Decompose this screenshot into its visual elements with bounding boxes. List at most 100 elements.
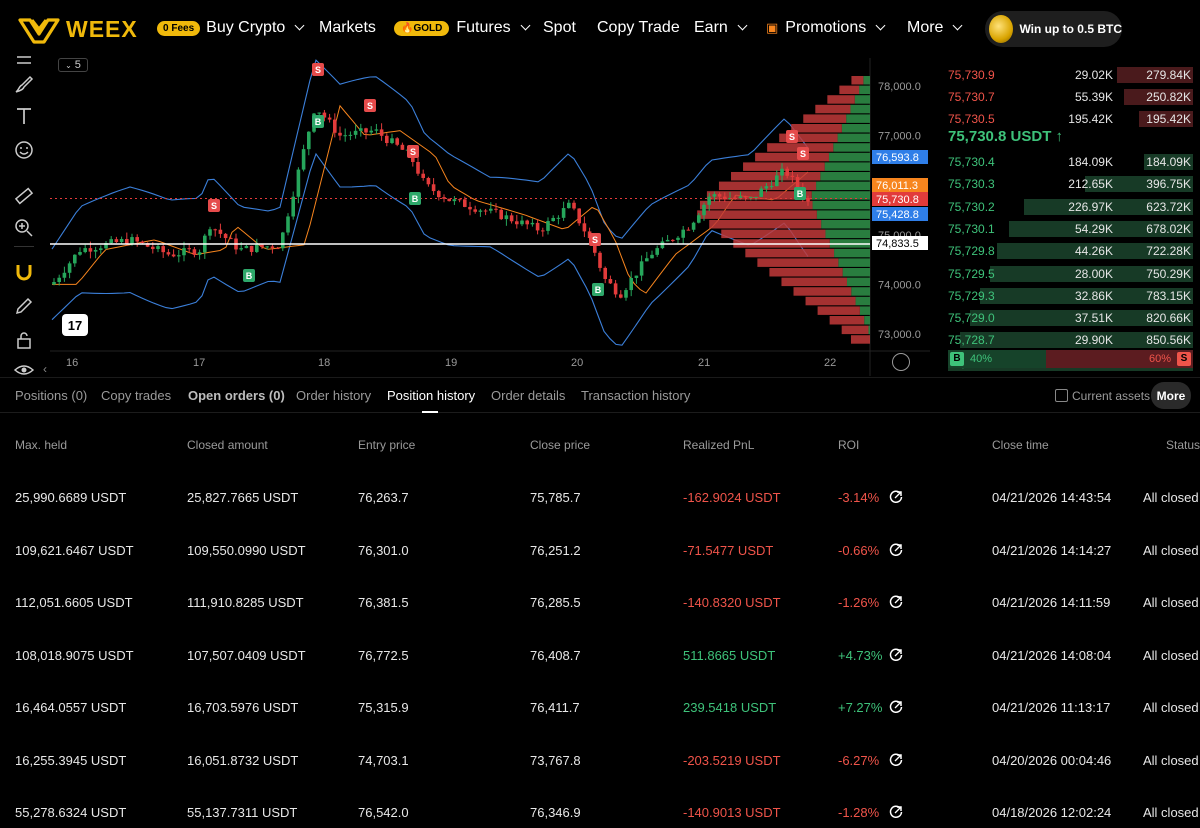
volume-profile-bar-buy [837, 133, 870, 143]
nav-futures[interactable]: 🔥GOLD Futures [394, 19, 531, 37]
chevron-down-icon: ⌄ [65, 60, 72, 70]
interval-selector[interactable]: ⌄ 5 [58, 58, 88, 72]
bid-row[interactable]: 75,729.0 37.51K 820.66K [948, 309, 1193, 327]
bid-row[interactable]: 75,729.8 44.26K 722.28K [948, 242, 1193, 260]
weex-logo[interactable]: WEEX [18, 14, 138, 44]
tab-open-orders[interactable]: Open orders (0) [188, 388, 285, 403]
candle-body [135, 237, 139, 242]
cell-roi: -3.14% [838, 490, 880, 505]
ask-depth-bar [1117, 67, 1193, 83]
price-axis-label: 74,000.0 [878, 279, 921, 291]
current-assets-checkbox[interactable] [1055, 389, 1068, 402]
candle-body [764, 186, 769, 189]
zero-fees-badge: 0 Fees [157, 20, 201, 36]
volume-profile-bar-buy [854, 95, 870, 104]
candle-body [114, 239, 119, 243]
buy-ratio-bar [948, 350, 1046, 368]
share-icon[interactable] [889, 700, 903, 714]
sell-marker [208, 199, 220, 212]
candle-body [541, 230, 545, 232]
weex-logo-icon [18, 18, 60, 44]
cell-closed-amount: 111,910.8285 USDT [187, 595, 304, 610]
text-tool-icon[interactable] [12, 104, 36, 128]
candle-body [208, 229, 212, 236]
nav-earn[interactable]: Earn [694, 19, 748, 37]
volume-profile-bar-buy [864, 316, 870, 325]
lock-icon[interactable] [12, 328, 36, 352]
tab-transaction-history[interactable]: Transaction history [581, 388, 691, 403]
share-icon[interactable] [889, 805, 903, 819]
share-icon[interactable] [889, 595, 903, 609]
candle-body [239, 248, 243, 250]
ask-row[interactable]: 75,730.7 55.39K 250.82K [948, 88, 1193, 106]
cell-pnl: -140.9013 USDT [683, 805, 781, 820]
candle-body [795, 176, 800, 189]
candle-body [99, 248, 103, 250]
tradingview-logo[interactable]: 17 [62, 314, 88, 336]
share-icon[interactable] [889, 490, 903, 504]
tab-order-details[interactable]: Order details [491, 388, 566, 403]
nav-markets-label: Markets [319, 19, 376, 36]
candle-body [182, 248, 186, 256]
nav-more[interactable]: More [907, 19, 963, 37]
more-button[interactable]: More [1151, 382, 1191, 409]
candle-body [161, 246, 165, 253]
share-icon[interactable] [889, 648, 903, 662]
share-icon[interactable] [889, 753, 903, 767]
col-closed-amount: Closed amount [187, 438, 268, 452]
candle-body [156, 246, 160, 250]
brand-name: WEEX [66, 15, 138, 42]
candle-body [52, 282, 56, 285]
magnet-icon[interactable] [12, 260, 36, 284]
price-chart[interactable]: 78,000.077,000.076,000.075,000.074,000.0… [50, 58, 930, 376]
volume-profile-bar-sell [699, 200, 813, 210]
date-axis-label: 21 [698, 357, 710, 369]
nav-promotions[interactable]: ▣ Promotions [766, 19, 886, 37]
nav-spot[interactable]: Spot [543, 19, 576, 37]
tab-order-history[interactable]: Order history [296, 388, 372, 403]
bid-depth-bar [989, 265, 1193, 282]
ruler-tool-icon[interactable] [12, 184, 36, 208]
emoji-tool-icon[interactable] [12, 138, 36, 162]
tab-position-history[interactable]: Position history [387, 388, 476, 403]
collapse-toolbar-icon[interactable]: ‹ [43, 362, 47, 376]
candle-body [260, 244, 264, 248]
price-tag [872, 150, 928, 164]
ask-row[interactable]: 75,730.9 29.02K 279.84K [948, 66, 1193, 84]
nav-copy-trade[interactable]: Copy Trade [597, 19, 680, 37]
volume-profile-bar-sell [721, 229, 826, 239]
volume-profile-bar-buy [821, 220, 870, 229]
bid-row[interactable]: 75,729.5 28.00K 750.29K [948, 265, 1193, 283]
candle-body [395, 138, 399, 145]
volume-profile-bar-buy [846, 114, 870, 123]
pencil-lock-icon[interactable] [12, 294, 36, 318]
share-icon[interactable] [889, 543, 903, 557]
promo-button[interactable]: Win up to 0.5 BTC [985, 11, 1122, 47]
nav-buy-crypto[interactable]: 0 Fees Buy Crypto [157, 19, 305, 37]
bid-row[interactable]: 75,730.1 54.29K 678.02K [948, 220, 1193, 238]
candle-body [281, 232, 285, 249]
volume-profile-bar-sell [805, 296, 856, 306]
bid-row[interactable]: 75,730.2 226.97K 623.72K [948, 198, 1193, 216]
bid-row[interactable]: 75,730.3 212.65K 396.75K [948, 175, 1193, 193]
candle-body [73, 254, 77, 264]
candle-body [457, 199, 462, 201]
chart-settings-icon[interactable] [892, 353, 910, 371]
lines-tool-icon[interactable] [12, 52, 36, 76]
candle-body [572, 202, 576, 209]
nav-markets[interactable]: Markets [319, 19, 376, 37]
ask-row[interactable]: 75,730.5 195.42K 195.42K [948, 110, 1193, 128]
cell-status: All closed [1143, 752, 1199, 768]
ask-total: 250.82K [1146, 90, 1191, 104]
candlestick-chart[interactable]: 78,000.077,000.076,000.075,000.074,000.0… [50, 58, 930, 376]
candle-body [790, 175, 795, 177]
tab-copy-trades[interactable]: Copy trades [101, 388, 172, 403]
bid-row[interactable]: 75,730.4 184.09K 184.09K [948, 153, 1193, 171]
bid-row[interactable]: 75,729.3 32.86K 783.15K [948, 287, 1193, 305]
bid-row[interactable]: 75,728.7 29.90K 850.56K [948, 331, 1193, 349]
eye-icon[interactable] [12, 358, 36, 382]
brush-tool-icon[interactable] [12, 72, 36, 96]
zoom-in-icon[interactable] [12, 216, 36, 240]
tab-positions[interactable]: Positions (0) [15, 388, 88, 403]
candle-body [385, 135, 389, 144]
